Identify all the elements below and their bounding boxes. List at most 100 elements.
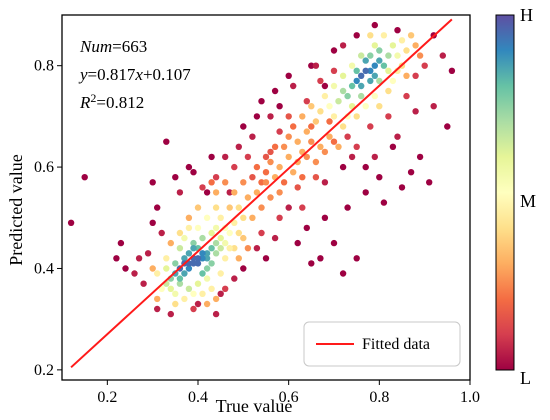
scatter-point [258, 204, 265, 211]
scatter-point [212, 224, 220, 232]
scatter-point [389, 77, 397, 85]
scatter-point [326, 133, 333, 140]
scatter-point [385, 87, 392, 95]
scatter-point [203, 189, 211, 196]
scatter-point [403, 72, 410, 80]
scatter-point [208, 285, 215, 292]
scatter-point [389, 143, 397, 150]
scatter-point [154, 295, 161, 303]
scatter-point [163, 265, 170, 272]
scatter-point [117, 239, 125, 247]
scatter-point [181, 295, 188, 303]
scatter-point [439, 52, 446, 59]
scatter-point [353, 32, 360, 39]
r-squared: R2=0.812 [79, 91, 144, 112]
scatter-point [280, 143, 288, 150]
scatter-point [330, 138, 338, 145]
scatter-point [285, 113, 292, 120]
scatter-point [208, 229, 215, 237]
scatter-point [371, 21, 378, 29]
scatter-point [258, 229, 265, 237]
scatter-point [240, 234, 247, 242]
scatter-point [244, 194, 252, 201]
scatter-point [308, 103, 315, 110]
scatter-point [339, 87, 347, 95]
scatter-point [226, 204, 233, 211]
scatter-point [367, 77, 374, 85]
scatter-point [412, 42, 419, 49]
plot-area [61, 14, 471, 381]
scatter-point [185, 285, 193, 292]
scatter-point [249, 133, 256, 140]
scatter-point [303, 98, 310, 105]
scatter-point [380, 32, 388, 39]
scatter-point [412, 72, 419, 80]
scatter-point [212, 239, 220, 247]
scatter-point [203, 250, 211, 257]
scatter-point [185, 250, 193, 257]
scatter-point [167, 285, 174, 292]
legend-box [303, 321, 461, 367]
scatter-point [353, 77, 360, 85]
scatter-point [312, 118, 320, 125]
scatter-point [394, 52, 401, 59]
scatter-point [199, 250, 206, 257]
scatter-point [394, 27, 401, 34]
scatter-point [203, 255, 211, 262]
scatter-point [199, 234, 206, 242]
scatter-point [353, 113, 360, 120]
scatter-point [222, 153, 229, 161]
scatter-point [330, 239, 338, 247]
scatter-point [267, 148, 274, 156]
scatter-point [203, 275, 211, 282]
scatter-point [321, 148, 329, 156]
scatter-point [385, 113, 392, 120]
scatter-point [416, 153, 424, 161]
scatter-point [358, 82, 365, 90]
scatter-point [149, 179, 156, 186]
scatter-point [308, 62, 315, 69]
scatter-point [194, 300, 202, 308]
scatter-point [262, 255, 270, 262]
scatter-point [172, 300, 179, 308]
scatter-point [321, 214, 329, 221]
scatter-point [308, 260, 315, 267]
scatter-point [194, 260, 202, 267]
scatter-point [276, 214, 283, 221]
scatter-point [362, 189, 369, 196]
scatter-point [181, 234, 188, 242]
scatter-point [154, 204, 161, 211]
scatter-point [176, 229, 184, 237]
scatter-point [267, 194, 274, 201]
scatter-point [190, 239, 197, 247]
scatter-point [335, 98, 342, 105]
scatter-point [367, 32, 374, 39]
scatter-point [271, 87, 279, 95]
scatter-point [149, 265, 156, 272]
x-tick-label: 0.8 [369, 389, 389, 406]
scatter-point [280, 179, 288, 186]
colorbar-label-mid: M [520, 191, 536, 211]
scatter-point [249, 214, 256, 221]
scatter-point [358, 52, 365, 59]
scatter-point [163, 255, 170, 262]
legend: Fitted data [303, 321, 461, 367]
scatter-point [303, 224, 310, 232]
scatter-point [330, 113, 338, 120]
scatter-point [285, 204, 292, 211]
scatter-point [358, 92, 365, 100]
scatter-point [203, 265, 211, 272]
scatter-point [285, 133, 292, 140]
scatter-point [81, 174, 88, 181]
scatter-point [217, 290, 224, 297]
scatter-point [367, 52, 374, 59]
scatter-point [276, 128, 283, 135]
scatter-point [376, 174, 383, 181]
scatter-point [181, 255, 188, 262]
scatter-point [231, 163, 238, 171]
regression-equation: y=0.817x+0.107 [78, 65, 191, 84]
scatter-point [276, 189, 283, 196]
y-axis-title: Predicted value [6, 154, 26, 265]
scatter-point [344, 133, 351, 140]
scatter-point [426, 179, 433, 186]
